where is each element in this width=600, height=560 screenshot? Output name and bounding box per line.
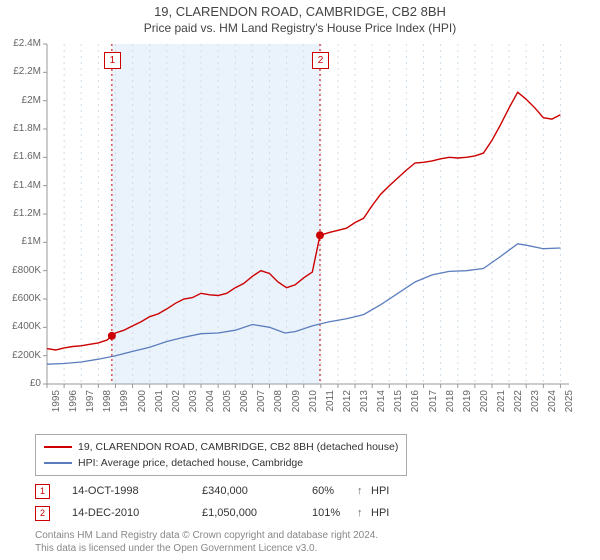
transaction-pct: 101% — [312, 507, 357, 519]
arrow-up-icon: ↑ — [357, 507, 371, 519]
x-axis-tick-label: 2007 — [256, 390, 267, 424]
x-axis-tick-label: 2009 — [291, 390, 302, 424]
legend-item: HPI: Average price, detached house, Camb… — [44, 455, 398, 471]
x-axis-tick-label: 2002 — [171, 390, 182, 424]
x-axis-tick-label: 2022 — [513, 390, 524, 424]
arrow-up-icon: ↑ — [357, 485, 371, 497]
x-axis-tick-label: 2001 — [154, 390, 165, 424]
y-axis-tick-label: £1.8M — [1, 123, 41, 134]
x-axis-tick-label: 2016 — [410, 390, 421, 424]
y-axis-tick-label: £800K — [1, 265, 41, 276]
x-axis-tick-label: 2025 — [564, 390, 575, 424]
transaction-date: 14-OCT-1998 — [72, 485, 202, 497]
y-axis-tick-label: £400K — [1, 321, 41, 332]
x-axis-tick-label: 2004 — [205, 390, 216, 424]
y-axis-tick-label: £2M — [1, 95, 41, 106]
x-axis-tick-label: 1995 — [51, 390, 62, 424]
x-axis-tick-label: 2013 — [359, 390, 370, 424]
legend-label: 19, CLARENDON ROAD, CAMBRIDGE, CB2 8BH (… — [78, 441, 398, 453]
transaction-price: £1,050,000 — [202, 507, 312, 519]
x-axis-tick-label: 2011 — [325, 390, 336, 424]
x-axis-tick-label: 2017 — [428, 390, 439, 424]
licence-line-2: This data is licensed under the Open Gov… — [35, 543, 378, 556]
y-axis-tick-label: £0 — [1, 378, 41, 389]
y-axis-tick-label: £600K — [1, 293, 41, 304]
x-axis-tick-label: 2010 — [308, 390, 319, 424]
transactions-table: 1 14-OCT-1998£340,00060%↑HPI 2 14-DEC-2010£… — [35, 480, 389, 524]
x-axis-tick-label: 1998 — [102, 390, 113, 424]
y-axis-tick-label: £1.4M — [1, 180, 41, 191]
legend-swatch — [44, 462, 72, 464]
x-axis-tick-label: 2000 — [137, 390, 148, 424]
transaction-marker-box: 1 — [35, 484, 50, 499]
chart-container: 19, CLARENDON ROAD, CAMBRIDGE, CB2 8BH P… — [0, 0, 600, 560]
transaction-date: 14-DEC-2010 — [72, 507, 202, 519]
legend: 19, CLARENDON ROAD, CAMBRIDGE, CB2 8BH (… — [35, 434, 407, 476]
x-axis-tick-label: 2024 — [547, 390, 558, 424]
x-axis-tick-label: 2018 — [445, 390, 456, 424]
x-axis-tick-label: 2021 — [496, 390, 507, 424]
licence-text: Contains HM Land Registry data © Crown c… — [35, 530, 378, 555]
chart-marker-box: 1 — [104, 52, 121, 69]
legend-label: HPI: Average price, detached house, Camb… — [78, 457, 303, 469]
line-chart — [0, 0, 600, 430]
y-axis-tick-label: £200K — [1, 350, 41, 361]
licence-line-1: Contains HM Land Registry data © Crown c… — [35, 530, 378, 543]
y-axis-tick-label: £1M — [1, 236, 41, 247]
transaction-marker-box: 2 — [35, 506, 50, 521]
transaction-row: 1 14-OCT-1998£340,00060%↑HPI — [35, 480, 389, 502]
y-axis-tick-label: £2.4M — [1, 38, 41, 49]
chart-marker-box: 2 — [312, 52, 329, 69]
transaction-pct: 60% — [312, 485, 357, 497]
transaction-hpi: HPI — [371, 485, 389, 497]
x-axis-tick-label: 1997 — [85, 390, 96, 424]
x-axis-tick-label: 1999 — [119, 390, 130, 424]
transaction-hpi: HPI — [371, 507, 389, 519]
x-axis-tick-label: 2012 — [342, 390, 353, 424]
x-axis-tick-label: 2014 — [376, 390, 387, 424]
x-axis-tick-label: 2003 — [188, 390, 199, 424]
x-axis-tick-label: 2019 — [462, 390, 473, 424]
x-axis-tick-label: 2023 — [530, 390, 541, 424]
y-axis-tick-label: £1.2M — [1, 208, 41, 219]
x-axis-tick-label: 2005 — [222, 390, 233, 424]
transaction-price: £340,000 — [202, 485, 312, 497]
x-axis-tick-label: 2020 — [479, 390, 490, 424]
transaction-row: 2 14-DEC-2010£1,050,000101%↑HPI — [35, 502, 389, 524]
legend-item: 19, CLARENDON ROAD, CAMBRIDGE, CB2 8BH (… — [44, 439, 398, 455]
x-axis-tick-label: 2015 — [393, 390, 404, 424]
x-axis-tick-label: 2006 — [239, 390, 250, 424]
x-axis-tick-label: 2008 — [273, 390, 284, 424]
y-axis-tick-label: £2.2M — [1, 66, 41, 77]
x-axis-tick-label: 1996 — [68, 390, 79, 424]
y-axis-tick-label: £1.6M — [1, 151, 41, 162]
legend-swatch — [44, 446, 72, 448]
